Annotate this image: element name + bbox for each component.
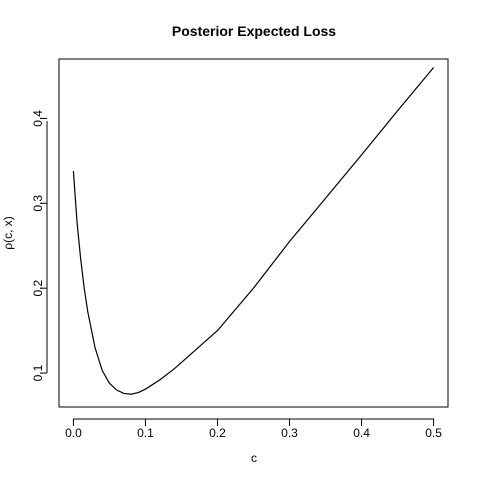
x-axis-label: c: [251, 451, 257, 465]
x-axis-ticks: 0.0 0.1 0.2 0.3 0.4 0.5: [65, 419, 442, 440]
y-axis-label: ρ(c, x): [1, 216, 15, 250]
plot-frame: [58, 58, 449, 408]
x-tick-label: 0.0: [65, 426, 82, 440]
y-tick-label: 0.2: [31, 280, 45, 297]
y-tick-label: 0.4: [31, 110, 45, 127]
chart-title: Posterior Expected Loss: [172, 23, 336, 39]
x-tick-label: 0.5: [425, 426, 442, 440]
y-tick-label: 0.1: [31, 364, 45, 381]
series-line: [72, 67, 435, 395]
x-tick-label: 0.1: [137, 426, 154, 440]
y-tick-label: 0.3: [31, 195, 45, 212]
x-tick-label: 0.2: [209, 426, 226, 440]
y-axis-ticks: 0.1 0.2 0.3 0.4: [31, 110, 47, 381]
x-tick-label: 0.4: [353, 426, 370, 440]
x-tick-label: 0.3: [281, 426, 298, 440]
